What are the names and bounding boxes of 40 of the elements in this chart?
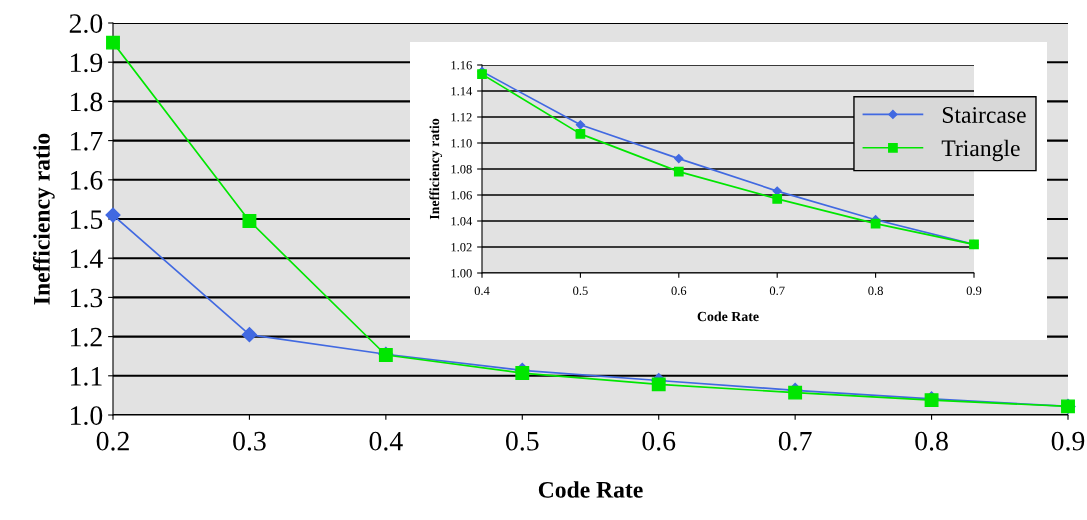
y-tick-label: 1.0 xyxy=(71,406,103,426)
x-tick-label: 0.3 xyxy=(233,431,266,451)
y-tick-label: 1.06 xyxy=(451,191,472,200)
x-tick-label: 0.7 xyxy=(778,431,812,451)
x-tick-label: 0.8 xyxy=(868,286,883,296)
legend-label: Triangle xyxy=(941,139,1020,162)
y-tick-label: 1.04 xyxy=(451,217,473,226)
x-tick-label: 0.4 xyxy=(474,286,490,296)
y-tick-label: 1.9 xyxy=(71,53,103,73)
y-tick-label: 1.1 xyxy=(71,367,102,386)
y-tick-label: 1.5 xyxy=(71,210,103,230)
legend-label: Staircase xyxy=(942,107,1026,123)
y-tick-label: 1.12 xyxy=(451,113,472,122)
y-axis-title: Inefficiency ratio xyxy=(32,133,55,305)
y-tick-label: 1.8 xyxy=(71,92,103,112)
y-tick-label: 1.6 xyxy=(71,171,103,190)
y-tick-label: 1.10 xyxy=(451,139,472,148)
x-tick-label: 0.6 xyxy=(671,286,687,296)
x-tick-label: 0.2 xyxy=(96,431,129,451)
x-tick-label: 0.9 xyxy=(1051,431,1085,451)
y-tick-label: 1.7 xyxy=(71,131,103,151)
y-tick-label: 1.00 xyxy=(451,269,472,278)
x-axis-title: Code Rate xyxy=(697,311,759,322)
y-tick-label: 1.3 xyxy=(71,288,103,308)
y-tick-label: 1.16 xyxy=(451,61,472,70)
x-tick-label: 0.7 xyxy=(769,286,785,296)
x-tick-label: 0.9 xyxy=(966,286,982,296)
y-tick-label: 1.08 xyxy=(451,165,472,174)
x-tick-label: 0.4 xyxy=(369,431,403,451)
y-tick-label: 1.2 xyxy=(71,327,102,347)
x-tick-label: 0.8 xyxy=(915,431,948,451)
y-tick-label: 1.02 xyxy=(451,243,472,252)
y-tick-label: 1.4 xyxy=(71,249,103,269)
x-tick-label: 0.5 xyxy=(505,431,539,451)
x-tick-label: 0.6 xyxy=(642,431,676,451)
y-axis-title: Inefficiency ratio xyxy=(429,118,443,220)
x-tick-label: 0.5 xyxy=(573,286,588,296)
y-tick-label: 1.14 xyxy=(451,87,473,96)
y-tick-label: 2.0 xyxy=(69,14,103,34)
x-axis-title: Code Rate xyxy=(538,481,643,498)
